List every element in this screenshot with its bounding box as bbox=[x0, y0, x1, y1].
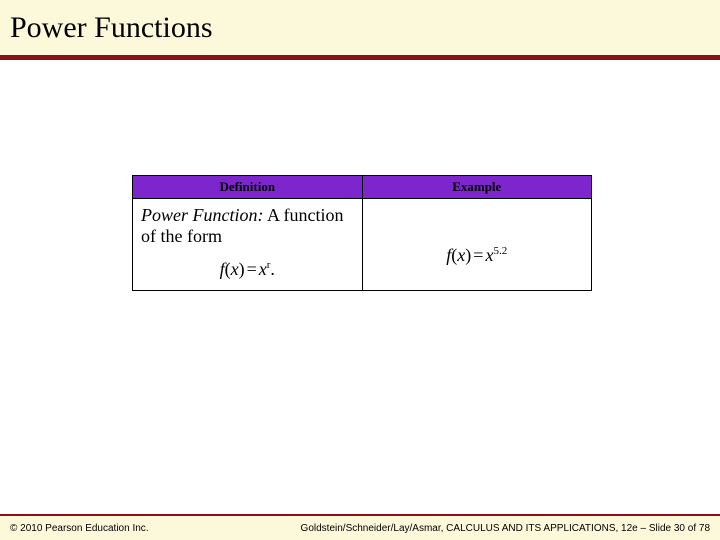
header-band: Power Functions bbox=[0, 0, 720, 60]
formula-base: x bbox=[259, 259, 267, 279]
equals: = bbox=[245, 259, 259, 279]
equals: = bbox=[471, 244, 485, 264]
footer-left: © 2010 Pearson Education Inc. bbox=[10, 523, 149, 534]
definition-cell: Power Function: A function of the form f… bbox=[133, 199, 363, 291]
example-cell: f(x)=x5.2 bbox=[362, 199, 592, 291]
formula-base: x bbox=[485, 244, 493, 264]
definition-term: Power Function: bbox=[141, 205, 263, 225]
formula-var: x bbox=[231, 259, 239, 279]
table-row: Power Function: A function of the form f… bbox=[133, 199, 592, 291]
formula-exp: 5.2 bbox=[493, 244, 507, 256]
definition-formula: f(x)=xr. bbox=[141, 259, 354, 280]
example-formula: f(x)=x5.2 bbox=[446, 244, 507, 265]
col-header-definition: Definition bbox=[133, 176, 363, 199]
formula-tail: . bbox=[270, 259, 275, 279]
formula-var: x bbox=[457, 244, 465, 264]
paren-close: ) bbox=[239, 259, 245, 279]
definition-table-wrap: Definition Example Power Function: A fun… bbox=[132, 175, 592, 291]
page-title: Power Functions bbox=[10, 11, 213, 45]
definition-table: Definition Example Power Function: A fun… bbox=[132, 175, 592, 291]
footer-right: Goldstein/Schneider/Lay/Asmar, CALCULUS … bbox=[301, 523, 710, 534]
col-header-example: Example bbox=[362, 176, 592, 199]
footer-band: © 2010 Pearson Education Inc. Goldstein/… bbox=[0, 514, 720, 540]
